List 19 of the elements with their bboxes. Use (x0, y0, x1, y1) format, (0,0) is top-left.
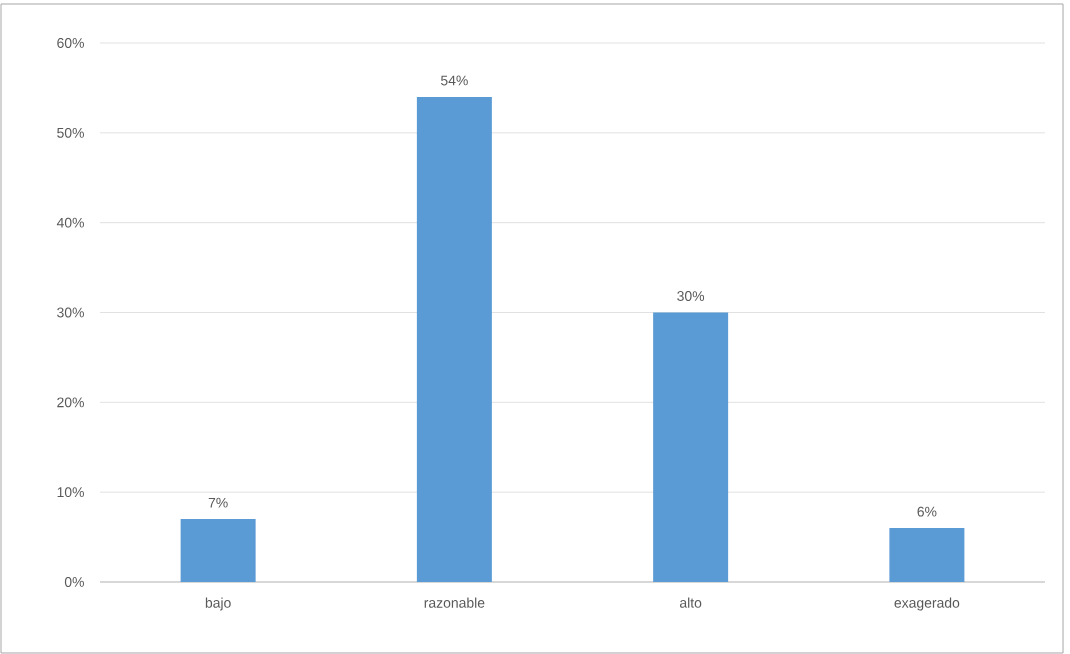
bar (889, 528, 965, 582)
y-tick-label: 50% (57, 127, 84, 138)
x-tick-label: exagerado (894, 597, 960, 611)
y-tick-label: 20% (57, 397, 84, 408)
y-tick-label: 40% (56, 217, 84, 228)
y-tick-label: 30% (57, 307, 84, 318)
x-tick-label: alto (679, 597, 702, 608)
y-tick-label: 60% (57, 38, 84, 48)
data-label: 7% (208, 497, 228, 508)
data-label: 6% (917, 506, 937, 517)
x-tick-label: razonable (424, 597, 485, 608)
bar (180, 519, 256, 582)
x-tick-label: bajo (205, 597, 231, 611)
bar (416, 96, 492, 582)
y-tick-label: 0% (64, 577, 84, 587)
bar (653, 312, 729, 582)
y-tick-label: 10% (57, 487, 84, 498)
data-label: 54% (440, 75, 468, 86)
data-label: 30% (677, 291, 705, 301)
